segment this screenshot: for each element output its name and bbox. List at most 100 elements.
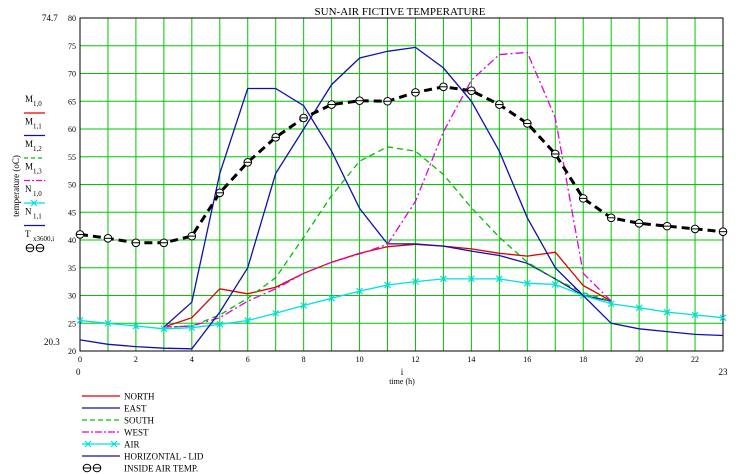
grid [80,18,723,351]
data-point-air [691,311,699,319]
data-point-inside-air-temp [243,158,253,167]
x-axis-label: time (h) [389,377,415,386]
data-point-air [76,317,84,324]
x-tick-label: 2 [134,355,138,364]
y-tick-label: 65 [68,97,76,106]
y-expr-subscript-south: 1,2 [33,145,42,153]
y-expr-subscript-horizontal-lid: 1,1 [33,213,42,221]
data-point-inside-air-temp [690,224,700,234]
y-tick-label: 75 [68,42,76,51]
data-point-inside-air-temp [299,113,308,123]
data-point-inside-air-temp [131,238,141,248]
data-point-inside-air-temp [355,96,364,105]
data-point-inside-air-temp [578,194,588,203]
data-point-inside-air-temp [215,188,225,198]
y-expr-subscript-air: 1,0 [33,190,42,198]
y-axis-labels: M 1,0M 1,1M 1,2M 1,3N 1,0N 1,1T x3600,i [24,94,54,253]
y-expr-label-horizontal-lid: N [25,207,32,217]
x-tick-label: 6 [246,355,250,364]
data-point-air [356,287,363,295]
data-point-air [244,317,252,324]
x-tick-label: 8 [302,355,306,364]
data-point-inside-air-temp [495,100,504,109]
series-line-west [163,51,612,328]
data-point-inside-air-temp [523,119,532,128]
chart-title: SUN-AIR FICTIVE TEMPERATURE [315,6,486,18]
series-line-north [163,243,612,328]
data-point-air [663,308,671,316]
legend-marker-inside-air-temp [92,463,102,473]
y-expr-label-south: M [25,139,33,149]
data-point-air [719,314,727,322]
y-expr-subscript-west: 1,3 [33,168,42,176]
data-point-inside-air-temp [103,234,113,243]
data-point-inside-air-temp [411,88,420,97]
legend-label-horizontal-lid: HORIZONTAL - LID [124,452,204,462]
data-point-inside-air-temp [75,230,85,239]
data-point-air [132,322,140,330]
y-axis-label: temperature (oC) [11,155,21,217]
series-line-horizontal-lid [79,46,724,350]
x-tick-label: 16 [523,355,531,364]
data-point-air [607,300,615,308]
series-line-air [79,278,724,330]
y-expr-marker-inside-air-temp [25,243,35,253]
legend-marker-air [84,440,92,448]
data-point-air [440,275,447,283]
y-tick-label: 55 [68,153,76,162]
legend-label-inside-air-temp: INSIDE AIR TEMP. [124,464,198,474]
data-point-inside-air-temp [467,86,476,96]
data-point-inside-air-temp [634,219,644,228]
x-tick-label: 20 [635,355,643,364]
legend: NORTH EAST SOUTH WEST AIR HORIZONTAL - LID INS… [82,392,204,474]
y-tick-label: 50 [68,181,76,190]
data-point-air [104,319,112,327]
y-tick-label: 60 [68,125,76,134]
legend-label-south: SOUTH [124,416,155,426]
x-range-start-label: 0 [76,367,81,377]
data-point-air [635,304,643,312]
data-point-inside-air-temp [383,96,392,106]
legend-label-north: NORTH [124,392,155,402]
x-variable-label: i [401,367,404,377]
legend-label-west: WEST [124,428,149,438]
x-tick-label: 18 [579,355,587,364]
y-expr-subscript-east: 1,1 [33,123,42,131]
legend-label-air: AIR [124,440,140,450]
y-tick-label: 45 [68,208,76,217]
data-point-air [384,281,391,289]
data-point-air [328,294,336,302]
legend-label-east: EAST [124,404,147,414]
series-line-south [163,146,612,328]
y-tick-label: 35 [68,264,76,273]
y-tick-label: 70 [68,70,76,79]
y-expr-subscript-inside-air-temp: x3600,i [33,235,54,243]
y-expr-label-inside-air-temp: T [25,229,31,239]
y-expr-subscript-north: 1,0 [33,100,42,108]
data-point-air [300,302,308,309]
data-point-air [523,279,531,287]
data-point-air [412,278,419,286]
series-lines [75,46,728,350]
data-point-air [495,275,503,283]
y-tick-label: 20 [68,347,76,356]
x-tick-label: 22 [691,355,699,364]
data-point-inside-air-temp [718,227,728,236]
data-point-inside-air-temp [662,221,672,231]
data-point-inside-air-temp [439,82,448,92]
y-tick-label: 25 [68,319,76,328]
x-tick-label: 0 [78,355,82,364]
y-tick-label: 30 [68,292,76,301]
data-point-air [188,324,196,332]
data-point-inside-air-temp [550,149,560,159]
x-tick-label: 10 [356,355,364,364]
y-expr-label-east: M [25,117,33,127]
y-expr-label-west: M [25,162,33,172]
data-point-air [160,325,168,333]
legend-marker-inside-air-temp [82,463,92,473]
data-point-inside-air-temp [187,231,197,241]
data-point-inside-air-temp [271,133,280,142]
x-tick-label: 12 [411,355,419,364]
plot-frame [79,17,724,352]
